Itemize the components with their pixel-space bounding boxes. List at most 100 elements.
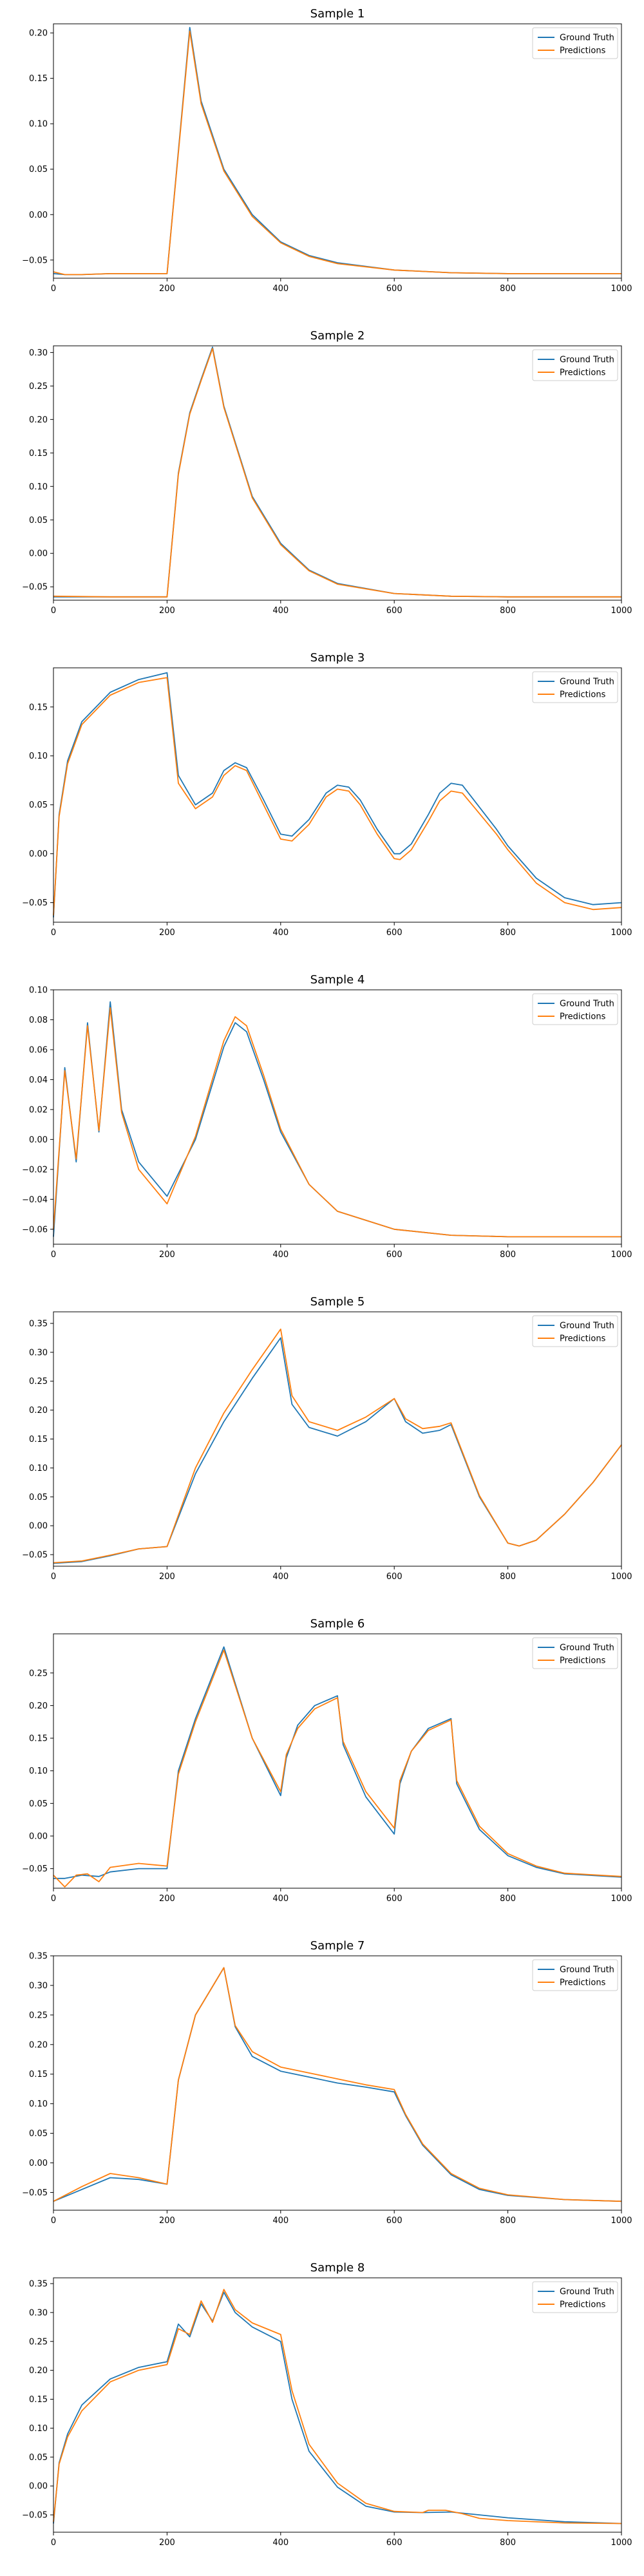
- legend-label: Ground Truth: [560, 33, 614, 43]
- legend-label: Predictions: [560, 1334, 606, 1344]
- x-tick-label: 1000: [611, 1572, 632, 1582]
- y-tick-label: −0.05: [22, 2188, 48, 2198]
- chart-title: Sample 3: [310, 651, 365, 665]
- plot-frame: [53, 345, 622, 601]
- y-tick-label: 0.00: [29, 2159, 48, 2168]
- y-tick-label: 0.10: [29, 2099, 48, 2109]
- y-tick-label: 0.30: [29, 1348, 48, 1358]
- y-tick-label: 0.15: [29, 449, 48, 459]
- x-tick-label: 600: [386, 1250, 402, 1260]
- plot-frame: [53, 2277, 622, 2533]
- legend: Ground Truth Predictions: [532, 27, 618, 59]
- y-tick-label: 0.35: [29, 1319, 48, 1329]
- x-tick-label: 400: [272, 284, 289, 294]
- y-tick-label: 0.25: [29, 1669, 48, 1678]
- legend: Ground Truth Predictions: [532, 671, 618, 703]
- y-tick-label: 0.00: [29, 2482, 48, 2492]
- x-tick-label: 600: [386, 2216, 402, 2226]
- y-tick-label: 0.25: [29, 2337, 48, 2347]
- y-tick-label: 0.15: [29, 1435, 48, 1444]
- series-line-predictions: [53, 1967, 622, 2202]
- y-tick-label: −0.05: [22, 898, 48, 908]
- series-line-predictions: [53, 30, 621, 276]
- legend-label: Ground Truth: [560, 999, 614, 1009]
- legend-label: Predictions: [560, 2300, 606, 2310]
- legend: Ground Truth Predictions: [532, 1315, 618, 1347]
- plot-frame: [53, 989, 622, 1245]
- plot-frame: [53, 23, 622, 279]
- chart-title: Sample 7: [310, 1939, 365, 1953]
- y-tick-label: 0.05: [29, 2129, 48, 2139]
- y-tick-label: 0.08: [29, 1016, 48, 1025]
- chart-title: Sample 5: [310, 1295, 365, 1309]
- y-tick-label: 0.00: [29, 549, 48, 559]
- y-tick-label: 0.00: [29, 849, 48, 859]
- x-tick-label: 200: [159, 1572, 175, 1582]
- y-tick-label: 0.20: [29, 29, 48, 39]
- chart-title: Sample 6: [310, 1617, 365, 1631]
- y-tick-label: 0.25: [29, 1377, 48, 1387]
- y-tick-label: −0.05: [22, 256, 48, 265]
- x-tick-label: 600: [386, 2538, 402, 2548]
- chart-panel-4: Sample 4 0 200 400 600 800 1000 −0.06 −0.04 −0.02…: [22, 973, 632, 1260]
- x-tick-label: 1000: [611, 1894, 632, 1904]
- legend-label: Predictions: [560, 1656, 606, 1666]
- x-tick-label: 200: [159, 1250, 175, 1260]
- y-tick-label: 0.25: [29, 2011, 48, 2020]
- x-tick-label: 400: [272, 2538, 289, 2548]
- x-tick-label: 600: [386, 1894, 402, 1904]
- x-tick-label: 600: [386, 1572, 402, 1582]
- x-tick-label: 400: [272, 1572, 289, 1582]
- y-tick-label: 0.05: [29, 1493, 48, 1502]
- y-tick-label: 0.10: [29, 986, 48, 996]
- x-tick-label: 0: [51, 1894, 56, 1904]
- y-tick-label: −0.05: [22, 2511, 48, 2521]
- x-tick-label: 800: [500, 928, 516, 938]
- legend-label: Ground Truth: [560, 355, 614, 365]
- chart-panel-8: Sample 8 0 200 400 600 800 1000 −0.05 0.00 0.05 0.…: [22, 2261, 632, 2548]
- legend-label: Ground Truth: [560, 677, 614, 687]
- x-tick-label: 400: [272, 928, 289, 938]
- x-tick-label: 400: [272, 2216, 289, 2226]
- y-tick-label: 0.35: [29, 1952, 48, 1962]
- x-tick-label: 600: [386, 606, 402, 616]
- legend: Ground Truth Predictions: [532, 1959, 618, 1991]
- y-tick-label: 0.35: [29, 2279, 48, 2289]
- y-tick-label: 0.20: [29, 2366, 48, 2376]
- x-tick-label: 400: [272, 1250, 289, 1260]
- legend: Ground Truth Predictions: [532, 993, 618, 1025]
- series-line-ground-truth: [53, 672, 622, 918]
- x-tick-label: 0: [51, 284, 56, 294]
- y-tick-label: 0.00: [29, 1522, 48, 1531]
- plot-frame: [53, 1633, 622, 1889]
- x-tick-label: 200: [159, 284, 175, 294]
- y-tick-label: −0.04: [22, 1195, 48, 1205]
- x-tick-label: 600: [386, 928, 402, 938]
- plot-frame: [53, 667, 622, 923]
- y-tick-label: 0.20: [29, 1406, 48, 1416]
- y-tick-label: 0.05: [29, 165, 48, 175]
- legend: Ground Truth Predictions: [532, 2281, 618, 2313]
- y-tick-label: 0.02: [29, 1105, 48, 1115]
- y-tick-label: 0.15: [29, 74, 48, 84]
- y-tick-label: −0.02: [22, 1165, 48, 1175]
- x-tick-label: 0: [51, 606, 56, 616]
- y-tick-label: 0.10: [29, 482, 48, 492]
- chart-panel-1: Sample 1 0 200 400 600 800 1000 −0.05 0.00 0.05 0.…: [22, 7, 632, 294]
- chart-title: Sample 8: [310, 2261, 365, 2275]
- series-line-ground-truth: [53, 26, 621, 276]
- y-tick-label: −0.06: [22, 1225, 48, 1235]
- chart-panel-3: Sample 3 0 200 400 600 800 1000 −0.05 0.00 0.05 0.…: [22, 651, 632, 938]
- series-line-ground-truth: [53, 2291, 622, 2524]
- chart-panel-2: Sample 2 0 200 400 600 800 1000 −0.05 0.00 0.05 0.…: [22, 329, 632, 616]
- legend-label: Predictions: [560, 690, 606, 700]
- series-line-predictions: [53, 1649, 622, 1888]
- x-tick-label: 1000: [611, 2538, 632, 2548]
- plot-frame: [53, 1955, 622, 2211]
- chart-title: Sample 1: [310, 7, 365, 21]
- x-tick-label: 200: [159, 1894, 175, 1904]
- x-tick-label: 800: [500, 1894, 516, 1904]
- series-line-predictions: [53, 1328, 622, 1564]
- y-tick-label: 0.04: [29, 1075, 48, 1085]
